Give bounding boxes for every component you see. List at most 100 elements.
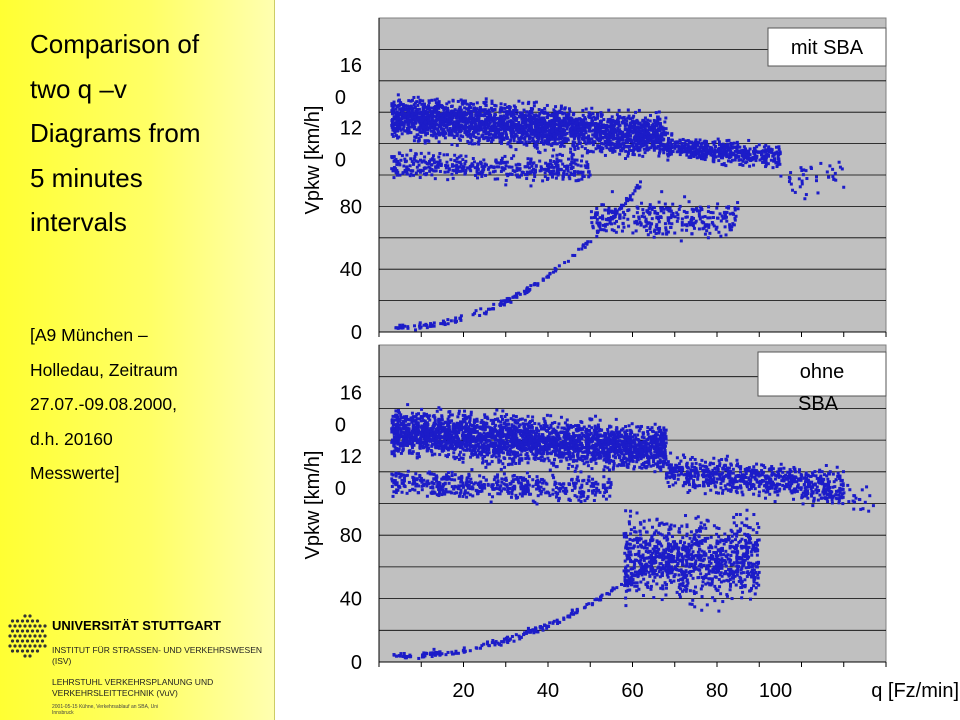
data-point [687,200,691,204]
data-point [657,154,661,158]
data-point [474,111,478,115]
data-point [749,156,753,160]
data-point [676,216,680,220]
data-point [666,152,670,156]
data-point [623,128,627,132]
data-point [474,309,478,313]
data-point [474,113,478,117]
data-point [394,111,398,115]
data-point [690,140,694,144]
data-point [735,140,739,144]
data-point [635,222,639,226]
data-point [480,165,484,169]
logo-dot [35,629,40,633]
data-point [555,118,559,122]
data-point [474,443,478,447]
data-point [467,129,471,133]
data-point [543,444,547,448]
data-point [455,126,459,130]
data-point [673,215,677,219]
data-point [554,129,558,133]
data-point [427,113,431,117]
data-point [640,214,644,218]
data-point [422,172,426,176]
data-point [554,267,558,271]
data-point [659,134,663,138]
data-point [760,151,764,155]
data-point [692,226,696,230]
data-point [547,166,551,170]
data-point [437,101,441,105]
data-point [422,159,426,163]
data-point [519,111,523,115]
data-point [463,106,467,110]
data-point [733,206,737,210]
data-point [702,141,706,145]
data-point [567,121,571,125]
data-point [572,161,576,165]
data-point [535,120,539,124]
data-point [661,232,665,236]
data-point [394,326,398,330]
data-point [614,137,618,141]
data-point [660,132,664,136]
data-point [731,222,735,226]
data-point [692,216,696,220]
data-point [534,455,538,459]
data-point [713,145,717,149]
data-point [573,148,577,152]
data-point [563,138,567,142]
logo-dot [20,629,25,633]
data-point [575,144,579,148]
data-point [504,160,508,164]
data-point [467,116,471,120]
data-point [644,121,648,125]
data-point [410,451,414,455]
data-point [592,128,596,132]
data-point [584,142,588,146]
data-point [730,153,734,157]
data-point [639,123,643,127]
data-point [798,185,802,189]
data-point [764,161,768,165]
data-point [415,165,419,169]
data-point [464,120,468,124]
data-point [642,129,646,133]
data-point [519,417,523,421]
data-point [472,109,476,113]
data-point [392,122,396,126]
data-point [551,172,555,176]
data-point [583,147,587,151]
data-point [705,146,709,150]
data-point [395,105,399,109]
data-point [508,105,512,109]
data-point [567,107,571,111]
data-point [528,140,532,144]
data-point [641,211,645,215]
data-point [563,111,567,115]
data-point [632,145,636,149]
data-point [534,129,538,133]
data-point [612,132,616,136]
data-point [538,127,542,131]
data-point [432,126,436,130]
data-point [554,176,558,180]
data-point [666,206,670,210]
data-point [591,224,595,228]
data-point [484,310,488,314]
data-point [396,93,400,97]
data-point [500,141,504,145]
data-point [645,129,649,133]
data-point [574,162,578,166]
data-point [403,168,407,172]
data-point [434,165,438,169]
data-point [508,108,512,112]
data-point [612,134,616,138]
data-point [568,109,572,113]
data-point [543,130,547,134]
data-point [603,153,607,157]
data-point [554,269,558,273]
data-point [489,115,493,119]
data-point [408,437,412,441]
